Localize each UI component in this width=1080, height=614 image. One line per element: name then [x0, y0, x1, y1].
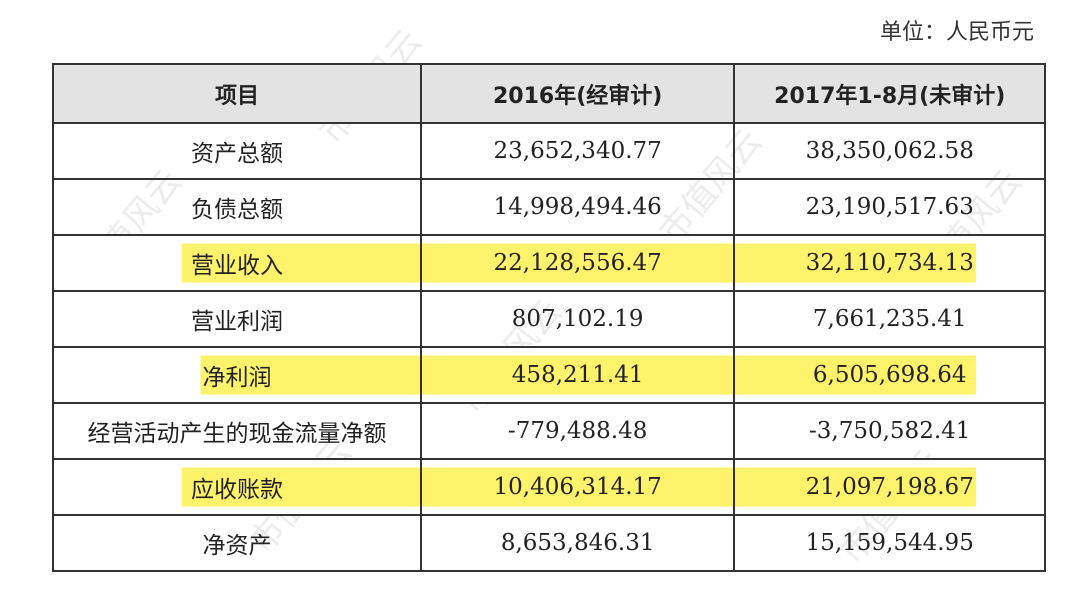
- row-label: 营业利润: [52, 290, 422, 348]
- table-row: 应收账款 10,406,314.17 21,097,198.67: [52, 458, 1046, 516]
- table-row: 经营活动产生的现金流量净额 -779,488.48 -3,750,582.41: [52, 402, 1046, 460]
- value-2017: 6,505,698.64: [733, 346, 1046, 404]
- value-2016: 10,406,314.17: [419, 458, 736, 516]
- header-2016: 2016年(经审计): [419, 63, 736, 124]
- row-label: 净资产: [52, 514, 422, 572]
- value-2016: 23,652,340.77: [419, 122, 736, 180]
- header-2017: 2017年1-8月(未审计): [733, 63, 1046, 124]
- table-row: 营业收入 22,128,556.47 32,110,734.13: [52, 234, 1046, 292]
- table-row: 资产总额 23,652,340.77 38,350,062.58: [52, 122, 1046, 180]
- row-label: 负债总额: [52, 178, 422, 236]
- value-2016: 14,998,494.46: [419, 178, 736, 236]
- header-row: 项目 2016年(经审计) 2017年1-8月(未审计): [52, 63, 1046, 124]
- value-2016: 8,653,846.31: [419, 514, 736, 572]
- value-2017: 32,110,734.13: [733, 234, 1046, 292]
- row-label: 经营活动产生的现金流量净额: [52, 402, 422, 460]
- table-row: 净资产 8,653,846.31 15,159,544.95: [52, 514, 1046, 572]
- table-row: 营业利润 807,102.19 7,661,235.41: [52, 290, 1046, 348]
- value-2016: 22,128,556.47: [419, 234, 736, 292]
- value-2016: 458,211.41: [419, 346, 736, 404]
- row-label: 净利润: [52, 346, 422, 404]
- value-2017: 7,661,235.41: [733, 290, 1046, 348]
- value-2017: 38,350,062.58: [733, 122, 1046, 180]
- row-label: 应收账款: [52, 458, 422, 516]
- value-2017: 23,190,517.63: [733, 178, 1046, 236]
- table-row: 负债总额 14,998,494.46 23,190,517.63: [52, 178, 1046, 236]
- financial-table: 项目 2016年(经审计) 2017年1-8月(未审计) 资产总额 23,652,…: [52, 63, 1046, 572]
- unit-label: 单位：人民币元: [879, 20, 1034, 45]
- row-label: 营业收入: [52, 234, 422, 292]
- header-item: 项目: [52, 63, 422, 124]
- value-2017: -3,750,582.41: [733, 402, 1046, 460]
- value-2016: 807,102.19: [419, 290, 736, 348]
- row-label: 资产总额: [52, 122, 422, 180]
- table-row: 净利润 458,211.41 6,505,698.64: [52, 346, 1046, 404]
- value-2016: -779,488.48: [419, 402, 736, 460]
- value-2017: 21,097,198.67: [733, 458, 1046, 516]
- value-2017: 15,159,544.95: [733, 514, 1046, 572]
